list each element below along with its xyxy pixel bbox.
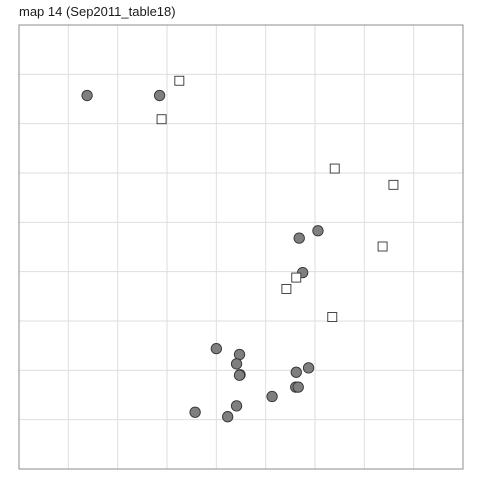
point-square <box>157 115 166 124</box>
point-square <box>282 284 291 293</box>
point-circle <box>82 90 92 100</box>
point-circle <box>231 401 241 411</box>
point-circle <box>211 343 221 353</box>
point-square <box>292 273 301 282</box>
point-circle <box>154 90 164 100</box>
point-square <box>389 180 398 189</box>
point-circle <box>234 370 244 380</box>
point-circle <box>293 382 303 392</box>
point-circle <box>294 233 304 243</box>
point-circle <box>303 363 313 373</box>
point-circle <box>267 391 277 401</box>
point-square <box>378 242 387 251</box>
point-square <box>175 76 184 85</box>
point-circle <box>231 359 241 369</box>
point-circle <box>313 226 323 236</box>
point-square <box>328 313 337 322</box>
point-circle <box>291 367 301 377</box>
point-circle <box>222 412 232 422</box>
point-circle <box>190 407 200 417</box>
point-square <box>330 164 339 173</box>
point-circle <box>234 349 244 359</box>
